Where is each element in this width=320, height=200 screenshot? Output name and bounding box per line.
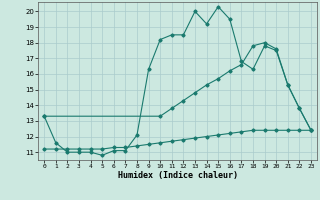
X-axis label: Humidex (Indice chaleur): Humidex (Indice chaleur) [118, 171, 238, 180]
